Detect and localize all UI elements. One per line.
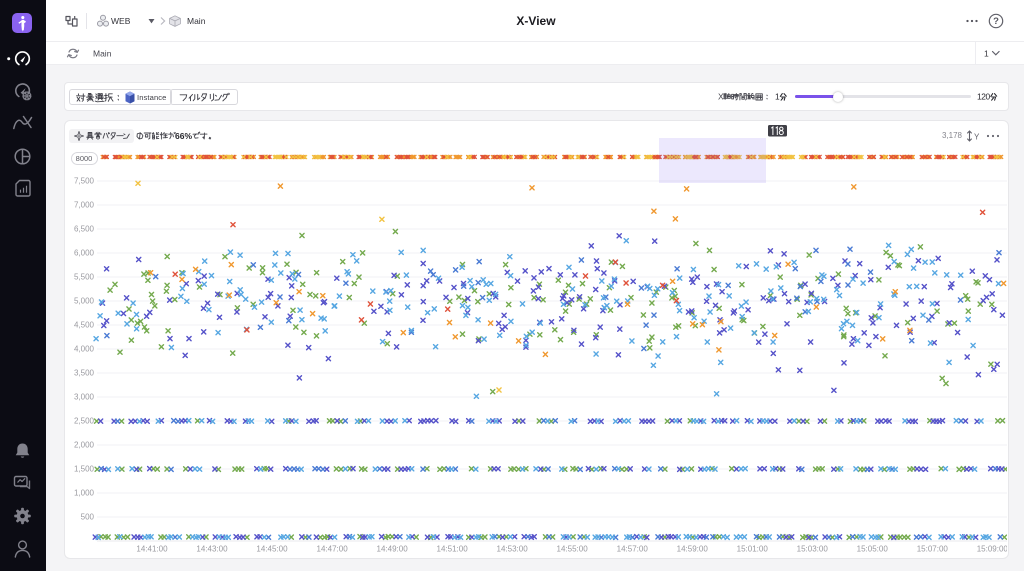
svg-text:15:07:00: 15:07:00 bbox=[917, 545, 949, 554]
svg-text:4,500: 4,500 bbox=[74, 321, 95, 330]
svg-text:1,000: 1,000 bbox=[74, 489, 95, 498]
svg-text:?: ? bbox=[993, 16, 999, 27]
svg-text:2,500: 2,500 bbox=[74, 417, 95, 426]
svg-text:3,000: 3,000 bbox=[74, 393, 95, 402]
svg-text:X-View: X-View bbox=[516, 14, 556, 28]
svg-text:3,500: 3,500 bbox=[74, 369, 95, 378]
svg-text:5,000: 5,000 bbox=[74, 297, 95, 306]
svg-text:15:01:00: 15:01:00 bbox=[737, 545, 769, 554]
svg-text:4,000: 4,000 bbox=[74, 345, 95, 354]
svg-text:500: 500 bbox=[81, 513, 95, 522]
svg-text:14:49:00: 14:49:00 bbox=[377, 545, 409, 554]
svg-text:15:09:00: 15:09:00 bbox=[977, 545, 1007, 554]
svg-text:7,000: 7,000 bbox=[74, 201, 95, 210]
svg-text:6,500: 6,500 bbox=[74, 225, 95, 234]
svg-text:1: 1 bbox=[984, 49, 989, 59]
svg-text:Y: Y bbox=[974, 132, 980, 141]
svg-text:14:47:00: 14:47:00 bbox=[317, 545, 349, 554]
svg-text:1: 1 bbox=[775, 91, 780, 101]
svg-text:14:53:00: 14:53:00 bbox=[497, 545, 529, 554]
svg-text:2,000: 2,000 bbox=[74, 441, 95, 450]
svg-text:15:03:00: 15:03:00 bbox=[797, 545, 829, 554]
svg-text:0: 0 bbox=[986, 91, 991, 101]
svg-text:1: 1 bbox=[977, 91, 982, 101]
svg-text:Main: Main bbox=[187, 16, 206, 26]
svg-text:5,500: 5,500 bbox=[74, 273, 95, 282]
svg-text:Main: Main bbox=[93, 49, 112, 59]
svg-text:14:45:00: 14:45:00 bbox=[256, 545, 288, 554]
svg-text:14:55:00: 14:55:00 bbox=[557, 545, 589, 554]
svg-text:14:51:00: 14:51:00 bbox=[437, 545, 469, 554]
svg-text:6,000: 6,000 bbox=[74, 249, 95, 258]
svg-text:2: 2 bbox=[981, 91, 986, 101]
svg-text:14:57:00: 14:57:00 bbox=[617, 545, 649, 554]
svg-text:1,500: 1,500 bbox=[74, 465, 95, 474]
svg-text:14:43:00: 14:43:00 bbox=[196, 545, 228, 554]
svg-text:15:05:00: 15:05:00 bbox=[857, 545, 889, 554]
svg-text:14:59:00: 14:59:00 bbox=[677, 545, 709, 554]
svg-text:WEB: WEB bbox=[111, 16, 131, 26]
svg-text:7,500: 7,500 bbox=[74, 177, 95, 186]
svg-text:14:41:00: 14:41:00 bbox=[136, 545, 168, 554]
svg-text:X: X bbox=[718, 91, 724, 101]
